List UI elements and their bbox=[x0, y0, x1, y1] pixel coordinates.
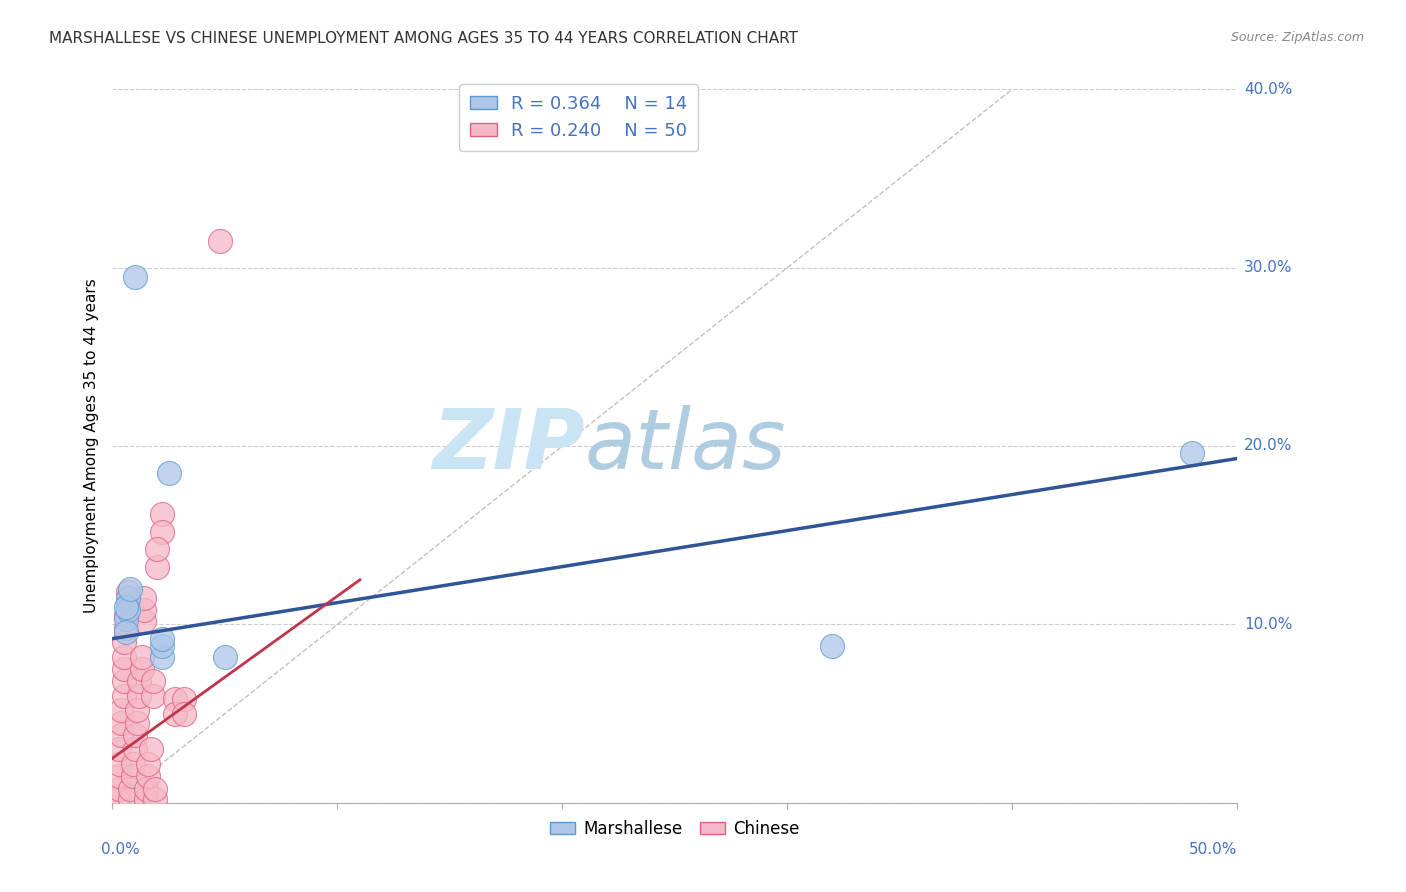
Point bbox=[150, 632, 173, 646]
Point bbox=[150, 649, 173, 664]
Text: 50.0%: 50.0% bbox=[1189, 842, 1237, 857]
Point bbox=[132, 614, 155, 628]
Point bbox=[108, 769, 131, 783]
Point bbox=[143, 792, 166, 806]
Point bbox=[124, 728, 146, 742]
Text: 20.0%: 20.0% bbox=[1244, 439, 1292, 453]
Point bbox=[112, 674, 135, 689]
Point bbox=[150, 639, 173, 653]
Point bbox=[115, 624, 138, 639]
Point bbox=[150, 507, 173, 521]
Text: 40.0%: 40.0% bbox=[1244, 82, 1292, 96]
Point bbox=[115, 621, 138, 635]
Point bbox=[108, 742, 131, 756]
Text: MARSHALLESE VS CHINESE UNEMPLOYMENT AMONG AGES 35 TO 44 YEARS CORRELATION CHART: MARSHALLESE VS CHINESE UNEMPLOYMENT AMON… bbox=[49, 31, 799, 46]
Point bbox=[105, 792, 128, 806]
Point bbox=[132, 603, 155, 617]
Point bbox=[112, 635, 135, 649]
Point bbox=[131, 649, 153, 664]
Point bbox=[110, 703, 132, 717]
Point bbox=[115, 608, 138, 623]
Point bbox=[157, 466, 180, 480]
Point bbox=[138, 769, 160, 783]
Point bbox=[1181, 446, 1204, 460]
Point bbox=[120, 582, 142, 596]
Point bbox=[146, 560, 169, 574]
Point bbox=[135, 781, 157, 796]
Point bbox=[142, 689, 165, 703]
Point bbox=[112, 689, 135, 703]
Point bbox=[821, 639, 844, 653]
Text: 30.0%: 30.0% bbox=[1244, 260, 1292, 275]
Point bbox=[108, 756, 131, 771]
Point bbox=[146, 542, 169, 557]
Legend: Marshallese, Chinese: Marshallese, Chinese bbox=[544, 814, 806, 845]
Point bbox=[112, 662, 135, 676]
Point bbox=[165, 706, 187, 721]
Point bbox=[214, 649, 236, 664]
Point bbox=[112, 649, 135, 664]
Point bbox=[127, 715, 149, 730]
Point bbox=[165, 692, 187, 706]
Point bbox=[117, 603, 139, 617]
Point bbox=[124, 269, 146, 284]
Point bbox=[120, 781, 142, 796]
Text: ZIP: ZIP bbox=[432, 406, 585, 486]
Point bbox=[128, 689, 150, 703]
Point bbox=[143, 781, 166, 796]
Point bbox=[132, 591, 155, 605]
Point bbox=[139, 742, 162, 756]
Point bbox=[150, 524, 173, 539]
Point bbox=[142, 674, 165, 689]
Point bbox=[127, 703, 149, 717]
Point bbox=[110, 728, 132, 742]
Point bbox=[131, 662, 153, 676]
Point bbox=[117, 585, 139, 599]
Point bbox=[121, 756, 143, 771]
Text: atlas: atlas bbox=[585, 406, 786, 486]
Point bbox=[117, 591, 139, 605]
Text: 10.0%: 10.0% bbox=[1244, 617, 1292, 632]
Point bbox=[108, 781, 131, 796]
Point bbox=[173, 692, 195, 706]
Y-axis label: Unemployment Among Ages 35 to 44 years: Unemployment Among Ages 35 to 44 years bbox=[83, 278, 98, 614]
Point bbox=[173, 706, 195, 721]
Point bbox=[138, 756, 160, 771]
Point bbox=[115, 612, 138, 626]
Point bbox=[209, 234, 232, 248]
Point bbox=[135, 792, 157, 806]
Point bbox=[128, 674, 150, 689]
Point bbox=[110, 715, 132, 730]
Point bbox=[117, 596, 139, 610]
Text: 0.0%: 0.0% bbox=[101, 842, 141, 857]
Point bbox=[120, 792, 142, 806]
Text: Source: ZipAtlas.com: Source: ZipAtlas.com bbox=[1230, 31, 1364, 45]
Point bbox=[121, 769, 143, 783]
Point bbox=[115, 599, 138, 614]
Point bbox=[124, 742, 146, 756]
